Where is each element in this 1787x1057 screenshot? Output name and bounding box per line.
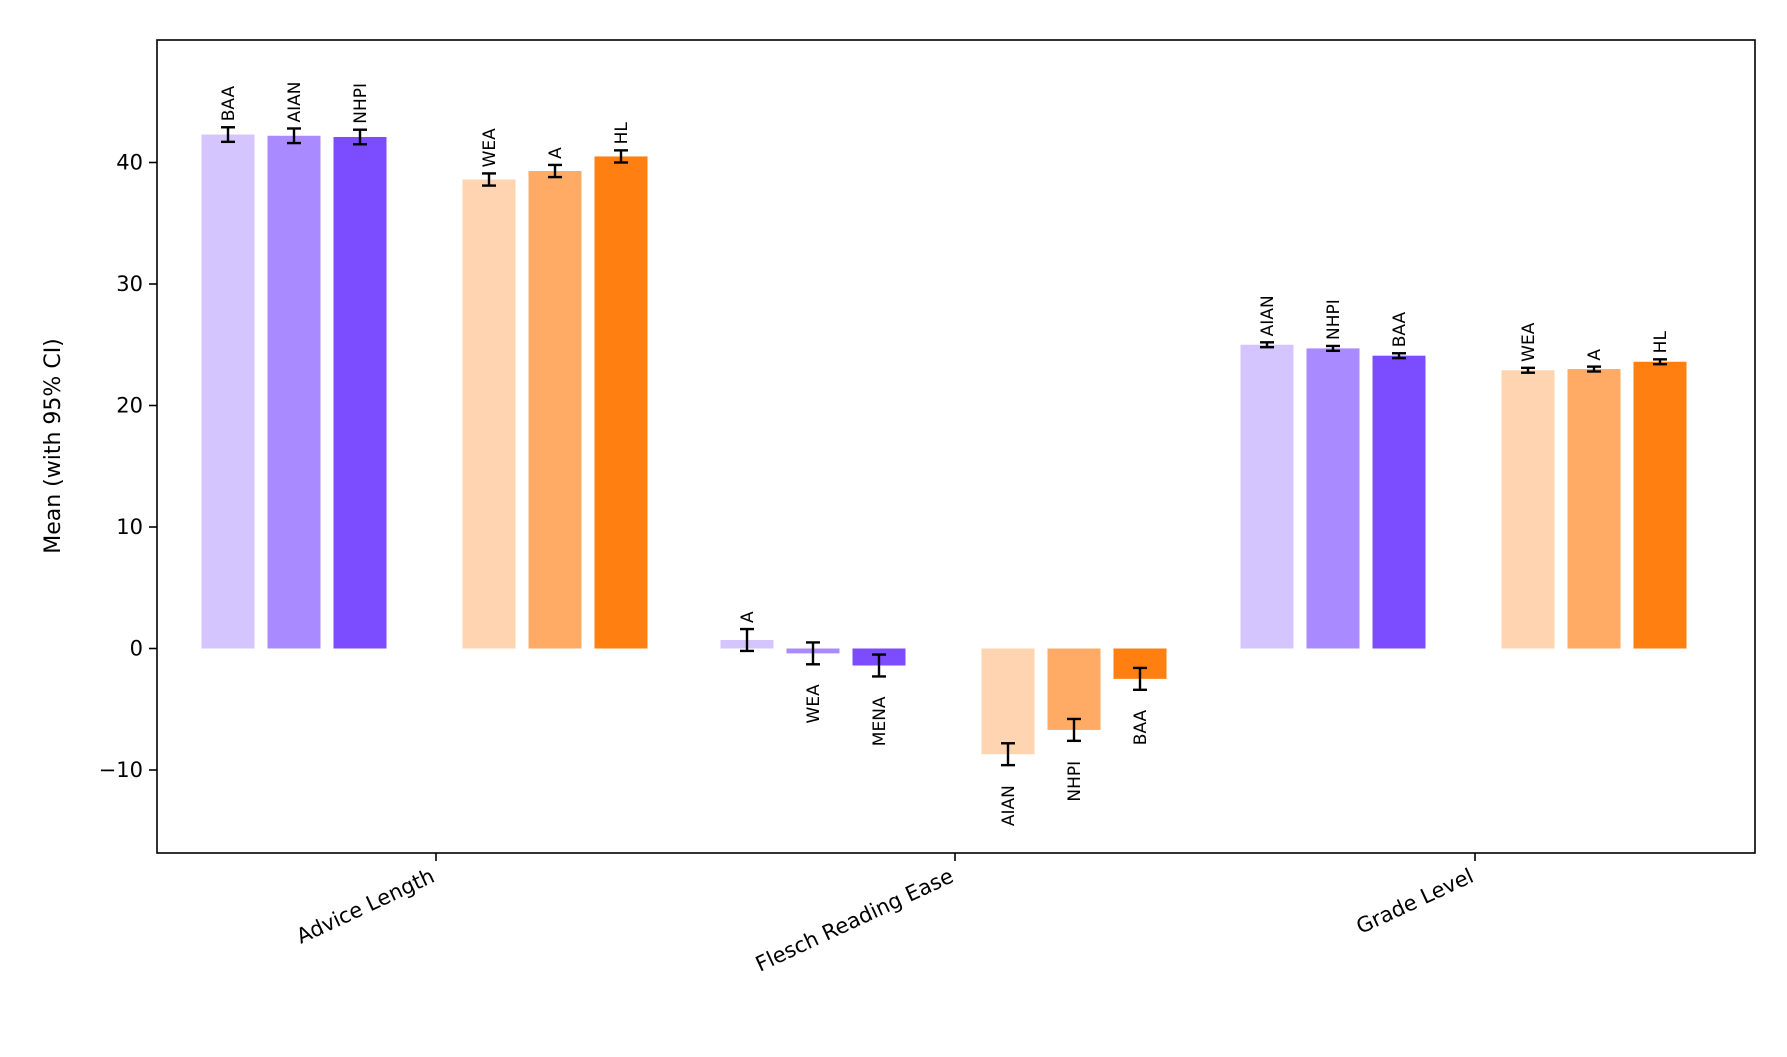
bar xyxy=(1567,369,1621,649)
error-bar xyxy=(482,172,496,187)
bar-label: AIAN xyxy=(999,785,1019,826)
bar xyxy=(333,136,387,649)
bar-label: MENA xyxy=(870,696,890,746)
bar xyxy=(528,171,582,649)
bar xyxy=(267,135,321,649)
bar xyxy=(1633,361,1687,649)
y-axis: −10 0 10 20 30 40 xyxy=(99,151,157,782)
y-tick-label: −10 xyxy=(99,758,143,782)
errorbars-layer xyxy=(221,126,1667,767)
bar xyxy=(462,179,516,649)
bar-label: A xyxy=(1585,349,1605,361)
bar xyxy=(1047,648,1101,730)
error-bar xyxy=(1587,365,1601,373)
bar-label: A xyxy=(546,147,566,159)
bar-label: WEA xyxy=(1519,322,1539,362)
x-tick-label: Grade Level xyxy=(1353,864,1477,939)
error-bar xyxy=(806,641,820,666)
x-tick-label: Flesch Reading Ease xyxy=(752,864,957,977)
bar-label: BAA xyxy=(1131,709,1151,745)
bar-label: WEA xyxy=(480,128,500,168)
error-bar xyxy=(1067,717,1081,743)
bar xyxy=(201,134,255,649)
bar-label: NHPI xyxy=(1065,761,1085,802)
error-bar xyxy=(1133,666,1147,692)
bar-label: A xyxy=(738,611,758,623)
y-tick-label: 0 xyxy=(130,637,143,661)
error-bar xyxy=(548,163,562,179)
bar-label: NHPI xyxy=(1324,299,1344,340)
error-bar xyxy=(740,627,754,653)
error-bar xyxy=(287,127,301,145)
bar xyxy=(1240,344,1294,649)
y-tick-label: 40 xyxy=(116,151,143,175)
bar xyxy=(981,648,1035,755)
bar xyxy=(1306,348,1360,649)
error-bar xyxy=(1653,358,1667,366)
bar-label: AIAN xyxy=(1258,295,1278,336)
bars-layer xyxy=(201,134,1687,755)
y-tick-label: 30 xyxy=(116,272,143,296)
bar-label: BAA xyxy=(1390,311,1410,347)
bar-label: HL xyxy=(612,122,632,145)
error-bar xyxy=(353,128,367,146)
bar-label: BAA xyxy=(219,85,239,121)
bar-label: HL xyxy=(1651,331,1671,354)
error-bar xyxy=(1326,344,1340,353)
bar-label: NHPI xyxy=(351,83,371,124)
plot-area xyxy=(157,40,1755,853)
bar-label: WEA xyxy=(804,684,824,724)
bar xyxy=(1501,370,1555,649)
y-tick-label: 20 xyxy=(116,394,143,418)
error-bar xyxy=(1001,742,1015,767)
bar xyxy=(1372,355,1426,649)
bar xyxy=(594,156,648,649)
error-bar xyxy=(872,653,886,678)
y-axis-label: Mean (with 95% CI) xyxy=(41,338,66,554)
error-bar xyxy=(1392,352,1406,360)
error-bar xyxy=(1521,366,1535,374)
x-tick-label: Advice Length xyxy=(293,864,438,949)
bar-label: AIAN xyxy=(285,81,305,122)
plot-frame xyxy=(156,39,1756,854)
y-tick-label: 10 xyxy=(116,515,143,539)
x-axis: Advice Length Flesch Reading Ease Grade Le… xyxy=(293,853,1477,976)
error-bar xyxy=(1260,341,1274,349)
error-bar xyxy=(614,149,628,164)
error-bar xyxy=(221,126,235,144)
bar-labels-layer: BAA AIAN NHPI WEA A HL A WEA MENA AIAN NHPI BAA AIAN… xyxy=(219,81,1671,826)
